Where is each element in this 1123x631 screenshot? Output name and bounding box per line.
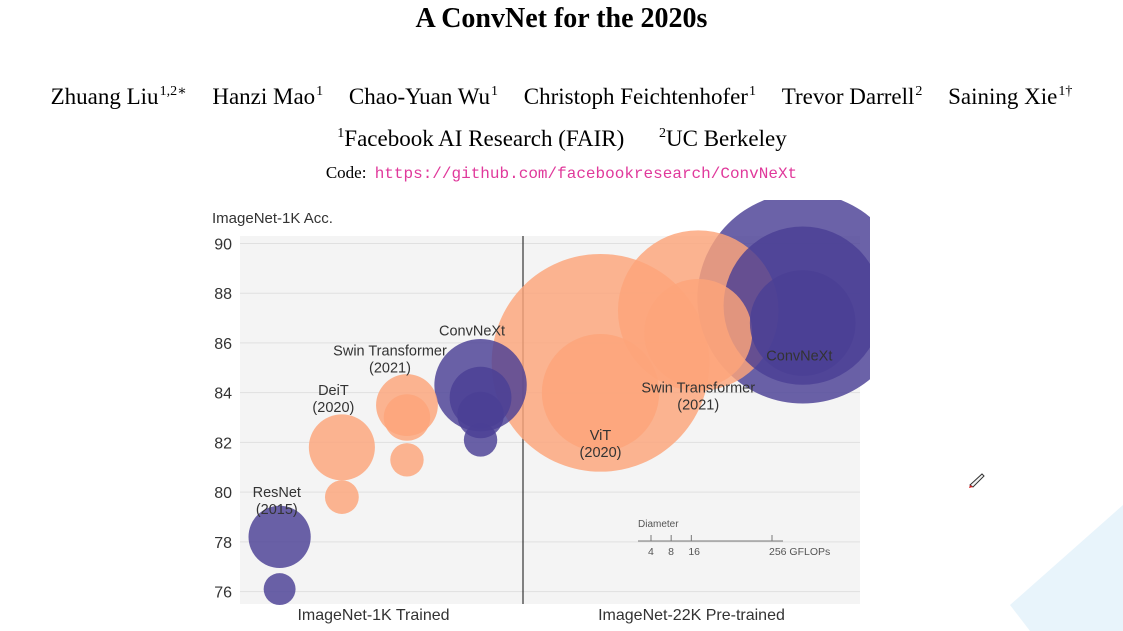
author-name: Hanzi Mao <box>212 84 316 109</box>
author-affiliation-mark: 1 <box>491 84 499 99</box>
annotation-deit: (2020) <box>312 400 354 416</box>
bubble-resnet <box>248 505 311 568</box>
bubble-swin-transformer <box>390 443 424 477</box>
author: Christoph Feichtenhofer1 <box>524 82 756 112</box>
annotation-convnext1k: ConvNeXt <box>439 323 505 339</box>
author: Chao-Yuan Wu1 <box>349 82 498 112</box>
affiliation-mark: 2 <box>659 126 666 141</box>
y-tick-label: 86 <box>214 336 232 353</box>
affiliation-mark: 1 <box>337 126 345 141</box>
bubble-convnext <box>463 423 498 457</box>
author: Hanzi Mao1 <box>212 82 323 112</box>
code-label: Code: <box>325 163 367 182</box>
author-affiliation-mark: 1,2∗ <box>159 84 187 99</box>
author-name: Saining Xie <box>948 84 1058 109</box>
annotation-vit: (2020) <box>580 445 622 461</box>
author-affiliation-mark: 1 <box>316 84 324 99</box>
y-tick-label: 90 <box>214 236 232 253</box>
author-name: Chao-Yuan Wu <box>348 84 491 109</box>
y-tick-label: 76 <box>214 585 232 602</box>
bubble-resnet <box>263 573 296 606</box>
author-name: Trevor Darrell <box>781 84 915 109</box>
bubble-deit <box>308 414 375 481</box>
annotation-swin22k: (2021) <box>677 398 719 414</box>
panel-label: ImageNet-22K Pre-trained <box>598 607 785 624</box>
y-axis-label: ImageNet-1K Acc. <box>212 210 333 227</box>
panel-label: ImageNet-1K Trained <box>297 607 449 624</box>
author-affiliation-mark: 1 <box>748 84 756 99</box>
author-name: Zhuang Liu <box>50 84 159 109</box>
author-affiliation-mark: 2 <box>915 84 923 99</box>
pen-cursor-icon <box>969 473 985 488</box>
annotation-vit: ViT <box>590 428 612 444</box>
author-affiliation-mark: 1† <box>1058 84 1073 99</box>
author: Saining Xie1† <box>948 82 1072 112</box>
affiliation: 2UC Berkeley <box>658 124 787 154</box>
annotation-resnet: ResNet <box>253 485 301 501</box>
y-tick-label: 78 <box>214 535 232 552</box>
author: Trevor Darrell2 <box>782 82 923 112</box>
affiliation-name: Facebook AI Research (FAIR) <box>344 126 625 151</box>
size-legend-title: Diameter <box>638 519 679 530</box>
annotation-swin1k: (2021) <box>369 360 411 376</box>
affiliation-list: 1Facebook AI Research (FAIR) 2UC Berkele… <box>0 124 1123 154</box>
size-legend-tick-label: 16 <box>688 546 700 558</box>
annotation-swin1k: Swin Transformer <box>333 343 447 359</box>
code-line: Code: https://github.com/facebookresearc… <box>0 162 1123 185</box>
affiliation-name: UC Berkeley <box>666 126 787 151</box>
annotation-convnext22k: ConvNeXt <box>766 348 832 364</box>
code-link[interactable]: https://github.com/facebookresearch/Conv… <box>374 165 798 183</box>
paper-title: A ConvNet for the 2020s <box>415 3 708 34</box>
bubble-vit <box>541 333 660 452</box>
y-tick-label: 80 <box>214 485 232 502</box>
bubble-deit <box>324 480 359 514</box>
size-legend-tick-label: 4 <box>648 546 654 558</box>
size-legend-tick-label: 8 <box>668 546 674 558</box>
annotation-deit: DeiT <box>318 383 349 399</box>
bubble-swin-transformer <box>644 278 753 387</box>
size-legend-tick-label: 256 GFLOPs <box>769 546 830 558</box>
decorative-corner-shape <box>1010 505 1123 631</box>
annotation-resnet: (2015) <box>256 502 298 518</box>
bubble-swin-transformer <box>383 394 431 441</box>
y-tick-label: 88 <box>214 286 232 303</box>
author-name: Christoph Feichtenhofer <box>523 84 748 109</box>
y-tick-label: 84 <box>214 386 232 403</box>
affiliation: 1Facebook AI Research (FAIR) <box>336 124 624 154</box>
bubble-convnext <box>749 270 856 376</box>
author: Zhuang Liu1,2∗ <box>51 82 187 112</box>
bubble-convnext <box>457 391 504 439</box>
annotation-swin22k: Swin Transformer <box>641 381 755 397</box>
y-tick-label: 82 <box>214 435 232 452</box>
author-list: Zhuang Liu1,2∗ Hanzi Mao1 Chao-Yuan Wu1 … <box>0 82 1123 112</box>
